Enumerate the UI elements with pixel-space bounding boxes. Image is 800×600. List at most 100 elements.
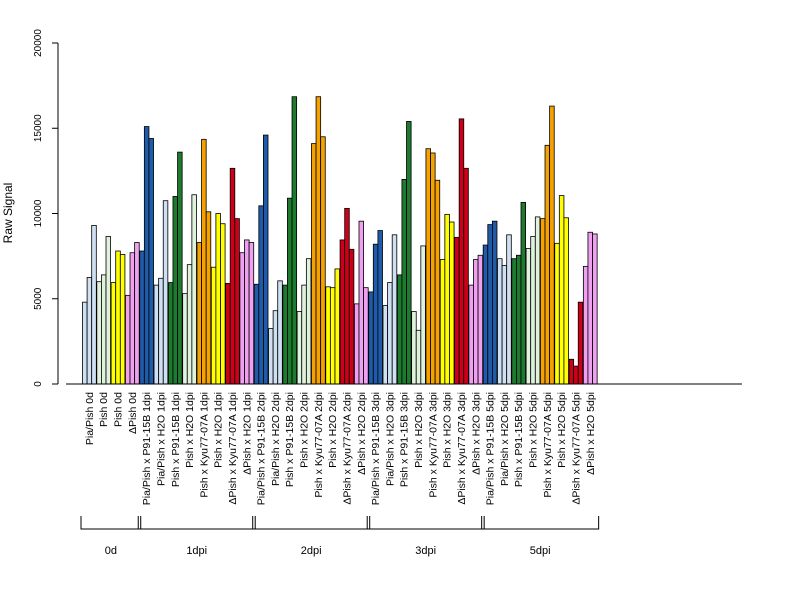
y-tick-label: 0 xyxy=(33,381,44,387)
bar xyxy=(358,220,364,385)
bar xyxy=(196,242,202,385)
y-tick-label: 15000 xyxy=(33,114,44,142)
bar xyxy=(540,218,546,385)
group-label: 1dpi xyxy=(186,545,207,557)
x-tick-label: Pia/Pish x H2O 2dpi xyxy=(270,392,282,486)
bar xyxy=(105,236,112,385)
bar xyxy=(282,284,288,385)
bar xyxy=(554,242,560,385)
group-bracket xyxy=(137,516,256,530)
bar xyxy=(315,96,322,385)
bar xyxy=(544,144,551,385)
group-bracket xyxy=(481,516,600,530)
x-tick-label: Pish x H2O 1dpi xyxy=(213,392,225,468)
bar xyxy=(491,220,498,385)
bar xyxy=(182,293,188,385)
bar xyxy=(287,197,293,385)
bar xyxy=(530,236,536,385)
x-tick-label: Pia/Pish x P91-15B 5dpi xyxy=(485,392,497,505)
x-tick-label: Pish x H2O 1dpi xyxy=(184,392,196,468)
bar xyxy=(454,236,460,385)
bar xyxy=(339,239,346,385)
bar xyxy=(177,151,183,385)
bar xyxy=(139,250,145,385)
bar xyxy=(325,286,331,385)
bar xyxy=(348,248,355,385)
x-tick-label: ΔPish x Kyu77-07A 5dpi xyxy=(570,392,582,505)
bar xyxy=(372,243,379,385)
group-bracket xyxy=(252,516,371,530)
x-tick-label: Pish x P91-15B 2dpi xyxy=(284,392,296,487)
bar xyxy=(148,138,154,385)
bar xyxy=(592,233,598,385)
bar xyxy=(101,274,107,385)
group-label: 5dpi xyxy=(530,545,551,557)
bar xyxy=(153,284,160,385)
bar xyxy=(344,207,350,385)
bar xyxy=(305,258,312,385)
bar xyxy=(401,178,407,385)
bar xyxy=(463,167,469,385)
bar xyxy=(420,245,426,385)
bar xyxy=(487,224,493,385)
y-axis: 0 5000 10000 15000 20000 xyxy=(33,29,59,387)
x-tick-label: Pish x Kyu77-07A 1dpi xyxy=(198,392,210,498)
bar xyxy=(172,196,178,385)
bar xyxy=(229,167,236,385)
bar xyxy=(244,239,250,385)
bar xyxy=(520,202,526,385)
bar xyxy=(563,217,569,385)
bar xyxy=(497,258,503,385)
bar xyxy=(525,248,532,385)
bar xyxy=(391,234,398,385)
bars xyxy=(82,96,598,385)
y-axis-label: Raw Signal xyxy=(1,183,15,244)
bar xyxy=(516,254,522,385)
x-tick-label: Pia/Pish x H2O 3dpi xyxy=(384,392,396,486)
bar xyxy=(415,329,422,385)
x-tick-label: Pish 0d xyxy=(113,392,125,427)
bar xyxy=(201,138,207,385)
bar xyxy=(568,358,575,385)
bar xyxy=(449,221,455,385)
bar xyxy=(329,287,336,385)
bar xyxy=(115,250,121,385)
x-tick-label: Pia/Pish x H2O 5dpi xyxy=(499,392,511,486)
bar xyxy=(439,259,446,385)
bar xyxy=(268,328,274,385)
bar xyxy=(263,134,269,385)
x-tick-label: Pia/Pish x P91-15B 3dpi xyxy=(370,392,382,505)
bar xyxy=(334,268,340,385)
x-tick-label: Pia/Pish x H2O 1dpi xyxy=(155,392,167,486)
bar xyxy=(368,291,374,385)
bar xyxy=(387,282,393,385)
x-tick-label: Pia/Pish x P91-15B 1dpi xyxy=(141,392,153,505)
bar xyxy=(396,274,403,385)
bar xyxy=(258,205,264,385)
group-brackets: 0d 1dpi 2dpi 3dpi 5dpi xyxy=(80,516,600,557)
bar xyxy=(248,242,255,385)
bar xyxy=(477,254,484,385)
x-tick-label: Pish x H2O 3dpi xyxy=(442,392,454,468)
bar xyxy=(86,277,93,385)
bar xyxy=(296,311,303,385)
group-bracket xyxy=(366,516,485,530)
bar xyxy=(82,301,88,385)
x-tick-label: Pia/Pish x P91-15B 2dpi xyxy=(256,392,268,505)
bar xyxy=(534,216,541,385)
x-tick-label: ΔPish x H2O 5dpi xyxy=(585,392,597,475)
bar xyxy=(239,252,245,385)
bar xyxy=(501,265,508,385)
x-tick-label: Pish x H2O 5dpi xyxy=(556,392,568,468)
bar xyxy=(91,225,97,385)
bar xyxy=(191,194,197,385)
x-tick-label: Pish x H2O 5dpi xyxy=(528,392,540,468)
x-tick-label: Pish x H2O 2dpi xyxy=(299,392,311,468)
bar xyxy=(277,280,283,385)
bar xyxy=(291,96,298,385)
bar xyxy=(225,283,231,385)
x-tick-label: Pish x Kyu77-07A 5dpi xyxy=(542,392,554,498)
bar xyxy=(110,282,117,385)
bar xyxy=(311,143,317,385)
